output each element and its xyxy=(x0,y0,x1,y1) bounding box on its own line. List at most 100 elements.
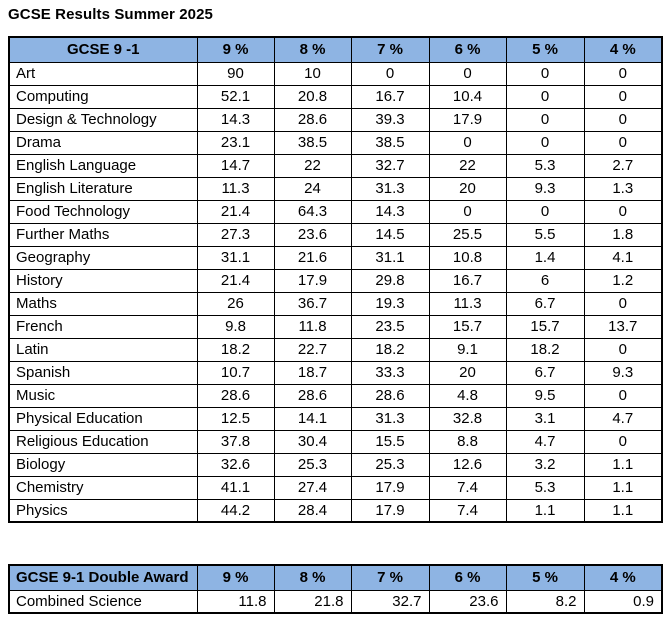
value-cell: 1.1 xyxy=(583,452,663,477)
value-cell: 0 xyxy=(583,84,663,109)
table-row: English Literature 11.3 24 31.3 20 9.3 1.3 xyxy=(8,176,663,201)
header-row: GCSE 9 -1 9 % 8 % 7 % 6 % 5 % 4 % xyxy=(8,36,663,63)
value-cell: 9.3 xyxy=(583,360,663,385)
subject-cell: Maths xyxy=(8,291,198,316)
header-cell-label: GCSE 9-1 Double Award xyxy=(8,564,198,591)
header-cell-grade: 9 % xyxy=(196,564,275,591)
value-cell: 0 xyxy=(428,199,507,224)
gcse-results-table: GCSE 9 -1 9 % 8 % 7 % 6 % 5 % 4 % Art 90 10 0 0 0 0 C… xyxy=(8,36,663,523)
value-cell: 0 xyxy=(505,130,585,155)
value-cell: 0 xyxy=(583,61,663,86)
value-cell: 0 xyxy=(583,291,663,316)
value-cell: 64.3 xyxy=(273,199,352,224)
value-cell: 11.8 xyxy=(273,314,352,339)
value-cell: 11.3 xyxy=(428,291,507,316)
header-cell-grade: 7 % xyxy=(350,36,430,63)
value-cell: 22 xyxy=(428,153,507,178)
value-cell: 9.1 xyxy=(428,337,507,362)
header-cell-grade: 4 % xyxy=(583,564,663,591)
table-row: Chemistry 41.1 27.4 17.9 7.4 5.3 1.1 xyxy=(8,475,663,500)
value-cell: 14.3 xyxy=(350,199,430,224)
double-award-table-body: Combined Science 11.8 21.8 32.7 23.6 8.2 0.9 xyxy=(8,589,663,614)
value-cell: 44.2 xyxy=(196,498,275,523)
value-cell: 18.2 xyxy=(196,337,275,362)
table-row: Geography 31.1 21.6 31.1 10.8 1.4 4.1 xyxy=(8,245,663,270)
value-cell: 4.7 xyxy=(583,406,663,431)
header-cell-grade: 5 % xyxy=(505,36,585,63)
subject-cell: Music xyxy=(8,383,198,408)
table-row: Spanish 10.7 18.7 33.3 20 6.7 9.3 xyxy=(8,360,663,385)
value-cell: 0 xyxy=(428,61,507,86)
subject-cell: English Language xyxy=(8,153,198,178)
value-cell: 39.3 xyxy=(350,107,430,132)
table-row: Computing 52.1 20.8 16.7 10.4 0 0 xyxy=(8,84,663,109)
value-cell: 17.9 xyxy=(350,475,430,500)
value-cell: 19.3 xyxy=(350,291,430,316)
value-cell: 17.9 xyxy=(350,498,430,523)
value-cell: 3.2 xyxy=(505,452,585,477)
value-cell: 31.1 xyxy=(350,245,430,270)
table-row: Religious Education 37.8 30.4 15.5 8.8 4.7 0 xyxy=(8,429,663,454)
subject-cell: Drama xyxy=(8,130,198,155)
value-cell: 9.8 xyxy=(196,314,275,339)
value-cell: 13.7 xyxy=(583,314,663,339)
subject-cell: Computing xyxy=(8,84,198,109)
value-cell: 6 xyxy=(505,268,585,293)
value-cell: 24 xyxy=(273,176,352,201)
value-cell: 5.5 xyxy=(505,222,585,247)
value-cell: 0 xyxy=(583,107,663,132)
value-cell: 20 xyxy=(428,360,507,385)
value-cell: 26 xyxy=(196,291,275,316)
header-cell-grade: 8 % xyxy=(273,36,352,63)
header-cell-grade: 5 % xyxy=(505,564,585,591)
table-row: English Language 14.7 22 32.7 22 5.3 2.7 xyxy=(8,153,663,178)
subject-cell: English Literature xyxy=(8,176,198,201)
value-cell: 52.1 xyxy=(196,84,275,109)
value-cell: 14.7 xyxy=(196,153,275,178)
header-cell-grade: 7 % xyxy=(350,564,430,591)
header-cell-label: GCSE 9 -1 xyxy=(8,36,198,63)
value-cell: 8.8 xyxy=(428,429,507,454)
value-cell: 21.4 xyxy=(196,199,275,224)
value-cell: 14.1 xyxy=(273,406,352,431)
value-cell: 41.1 xyxy=(196,475,275,500)
double-award-table: GCSE 9-1 Double Award 9 % 8 % 7 % 6 % 5 % 4 % … xyxy=(8,564,663,614)
value-cell: 0 xyxy=(583,199,663,224)
table-row: Art 90 10 0 0 0 0 xyxy=(8,61,663,86)
value-cell: 7.4 xyxy=(428,498,507,523)
value-cell: 31.3 xyxy=(350,406,430,431)
table-row: Maths 26 36.7 19.3 11.3 6.7 0 xyxy=(8,291,663,316)
value-cell: 20.8 xyxy=(273,84,352,109)
table-row: Food Technology 21.4 64.3 14.3 0 0 0 xyxy=(8,199,663,224)
subject-cell: Chemistry xyxy=(8,475,198,500)
value-cell: 6.7 xyxy=(505,360,585,385)
value-cell: 1.1 xyxy=(505,498,585,523)
table-row: Physical Education 12.5 14.1 31.3 32.8 3.1 4.7 xyxy=(8,406,663,431)
subject-cell: Design & Technology xyxy=(8,107,198,132)
value-cell: 10 xyxy=(273,61,352,86)
value-cell: 0 xyxy=(505,107,585,132)
value-cell: 1.4 xyxy=(505,245,585,270)
value-cell: 18.7 xyxy=(273,360,352,385)
value-cell: 1.1 xyxy=(583,475,663,500)
value-cell: 14.3 xyxy=(196,107,275,132)
value-cell: 1.1 xyxy=(583,498,663,523)
table-row: Drama 23.1 38.5 38.5 0 0 0 xyxy=(8,130,663,155)
value-cell: 4.7 xyxy=(505,429,585,454)
value-cell: 12.6 xyxy=(428,452,507,477)
value-cell: 0 xyxy=(505,199,585,224)
value-cell: 10.8 xyxy=(428,245,507,270)
value-cell: 0 xyxy=(583,337,663,362)
value-cell: 33.3 xyxy=(350,360,430,385)
page-title: GCSE Results Summer 2025 xyxy=(8,6,213,23)
value-cell: 20 xyxy=(428,176,507,201)
value-cell: 25.3 xyxy=(273,452,352,477)
value-cell: 16.7 xyxy=(428,268,507,293)
value-cell: 30.4 xyxy=(273,429,352,454)
value-cell: 2.7 xyxy=(583,153,663,178)
subject-cell: Spanish xyxy=(8,360,198,385)
header-cell-grade: 6 % xyxy=(428,564,507,591)
table-row: Physics 44.2 28.4 17.9 7.4 1.1 1.1 xyxy=(8,498,663,523)
value-cell: 8.2 xyxy=(505,589,585,614)
subject-cell: History xyxy=(8,268,198,293)
